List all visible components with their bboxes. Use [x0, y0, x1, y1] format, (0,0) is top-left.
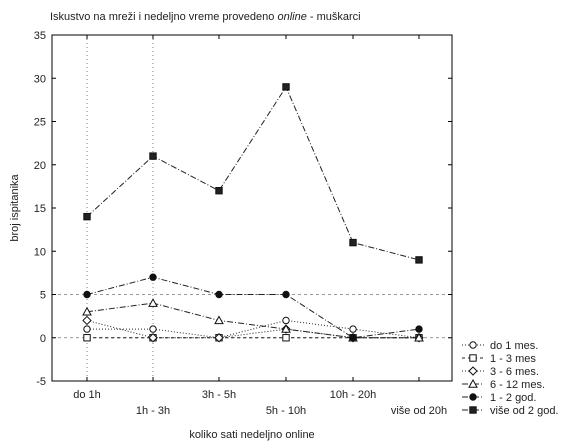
data-point — [282, 334, 290, 342]
data-point — [469, 341, 477, 349]
data-point — [82, 306, 92, 316]
title-part: Iskustvo na mreži i nedeljno vreme prove… — [50, 11, 277, 23]
data-point — [349, 238, 357, 247]
data-point — [83, 325, 91, 333]
x-tick-label: više od 20h — [391, 405, 447, 417]
y-tick-label: 35 — [34, 30, 46, 42]
series — [82, 298, 424, 342]
data-point — [415, 256, 423, 264]
data-point — [415, 325, 423, 333]
legend-label: 1 - 3 mes — [490, 353, 536, 365]
data-point — [82, 315, 92, 326]
data-point — [149, 325, 157, 333]
series-line — [86, 276, 420, 339]
y-tick-label: -5 — [36, 376, 46, 388]
data-point — [282, 290, 290, 299]
chart-title: Iskustvo na mreži i nedeljno vreme prove… — [50, 11, 361, 23]
x-tick-label: 3h - 5h — [202, 389, 236, 401]
data-point — [468, 378, 478, 388]
y-tick-label: 0 — [40, 333, 46, 345]
legend-item: do 1 mes. — [462, 340, 538, 352]
y-tick-label: 15 — [34, 203, 46, 215]
data-point — [148, 333, 158, 343]
series — [83, 273, 423, 342]
legend-label: 3 - 6 mes. — [490, 366, 539, 378]
data-point — [469, 354, 477, 362]
data-point — [414, 332, 424, 342]
legend-label: više od 2 god. — [490, 405, 559, 417]
y-tick-label: 30 — [34, 73, 46, 85]
data-point — [214, 333, 224, 343]
x-tick-label: 1h - 3h — [136, 405, 170, 417]
data-point — [281, 324, 291, 333]
y-tick-label: 5 — [40, 290, 46, 302]
data-point — [149, 152, 157, 160]
legend-item: 3 - 6 mes. — [462, 366, 539, 378]
data-point — [469, 393, 477, 401]
data-point — [282, 316, 290, 325]
data-point — [215, 290, 223, 299]
data-point — [469, 406, 477, 414]
x-tick-label: 5h - 10h — [266, 405, 306, 417]
series-line — [86, 319, 419, 339]
legend-item: 1 - 2 god. — [462, 392, 536, 404]
y-axis-label: broj ispitanika — [9, 173, 21, 241]
data-point — [149, 273, 157, 281]
legend-label: 6 - 12 mes. — [490, 379, 545, 391]
x-tick-label: do 1h — [73, 389, 101, 401]
series-line — [86, 302, 419, 339]
series-group — [82, 83, 424, 343]
data-point — [148, 298, 158, 307]
data-point — [83, 290, 91, 299]
data-point — [349, 334, 357, 342]
data-point — [215, 187, 223, 195]
data-point — [282, 83, 290, 91]
legend-item: više od 2 god. — [462, 405, 559, 417]
data-point — [214, 315, 224, 325]
y-axis: -5 0 5 10 15 20 25 30 35 — [34, 30, 452, 388]
x-tick-label: 10h - 20h — [330, 389, 376, 401]
data-point — [349, 325, 357, 333]
legend-item: 6 - 12 mes. — [462, 378, 545, 391]
y-tick-label: 10 — [34, 246, 46, 258]
title-part: online — [277, 11, 306, 23]
series-line — [87, 319, 420, 339]
series — [83, 83, 423, 264]
data-point — [468, 366, 478, 376]
legend-item: 1 - 3 mes — [462, 353, 536, 365]
series-line — [86, 85, 420, 261]
legend-label: do 1 mes. — [490, 340, 538, 352]
title-part: - muškarci — [307, 11, 361, 23]
x-axis: do 1h 1h - 3h 3h - 5h 5h - 10h 10h - 20h više… — [73, 35, 447, 417]
x-axis-label: koliko sati nedeljno online — [189, 429, 314, 441]
legend-label: 1 - 2 god. — [490, 392, 536, 404]
data-point — [83, 212, 91, 221]
y-tick-label: 20 — [34, 160, 46, 172]
data-point — [83, 334, 91, 342]
y-tick-label: 25 — [34, 117, 46, 129]
